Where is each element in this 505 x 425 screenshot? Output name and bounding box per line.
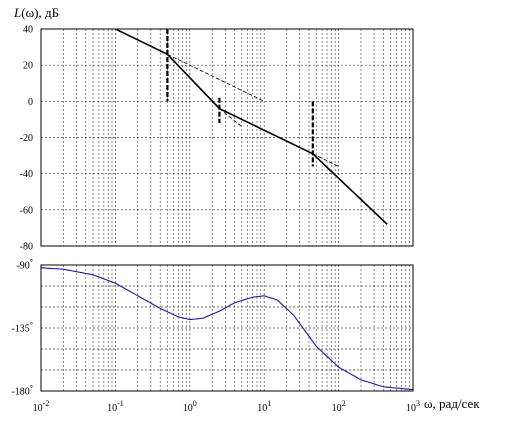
frequency-tick-label: 10-1: [107, 399, 124, 414]
tick-exponent: 3: [416, 399, 420, 408]
series-layer: [40, 28, 414, 391]
tick-exponent: -2: [43, 399, 50, 408]
magnitude-tick-label: 40: [23, 25, 33, 36]
magnitude-tick-label: 20: [23, 61, 33, 72]
tick-exponent: 2: [342, 399, 346, 408]
phase-tick-label: -180°: [11, 384, 33, 398]
magnitude-asymptotic-line: [115, 28, 388, 225]
magnitude-tick-label: -60: [20, 205, 33, 216]
frequency-tick-label: 101: [257, 399, 271, 414]
magnitude-asymptote-extension: [312, 153, 339, 167]
tick-base: 10: [406, 403, 416, 414]
degree-sign: °: [30, 384, 33, 393]
phase-plot-frame: [40, 264, 414, 392]
tick-base: 10: [33, 403, 43, 414]
guides-layer: [166, 29, 314, 167]
tick-base: 10: [183, 403, 193, 414]
degree-sign: °: [30, 321, 33, 330]
phase-curve: [40, 267, 414, 391]
magnitude-tick-label: 0: [28, 97, 33, 108]
magnitude-asymptote-extension: [167, 53, 265, 102]
tick-base: 10: [107, 403, 117, 414]
magnitude-tick-label: -80: [20, 242, 33, 253]
magnitude-axis-label: L(ω), дБ: [13, 5, 59, 20]
frequency-tick-label: 102: [332, 399, 346, 414]
tick-base: 10: [257, 403, 267, 414]
degree-sign: °: [30, 258, 33, 267]
magnitude-tick-label: -40: [20, 169, 33, 180]
tick-exponent: 1: [267, 399, 271, 408]
frequency-tick-label: 100: [183, 399, 197, 414]
frequency-axis-label: ω, рад/сек: [424, 396, 480, 411]
frequency-tick-label: 10-2: [33, 399, 50, 414]
frequency-tick-label: 103: [406, 399, 420, 414]
magnitude-asymptote-extension: [219, 108, 243, 127]
tick-exponent: -1: [117, 399, 124, 408]
tick-base: 10: [332, 403, 342, 414]
phase-tick-label: -135°: [11, 321, 33, 335]
tick-exponent: 0: [193, 399, 197, 408]
magnitude-plot-frame: [40, 28, 414, 247]
magnitude-tick-label: -20: [20, 133, 33, 144]
phase-tick-label: -90°: [16, 258, 33, 272]
grid-layer: [41, 29, 413, 391]
